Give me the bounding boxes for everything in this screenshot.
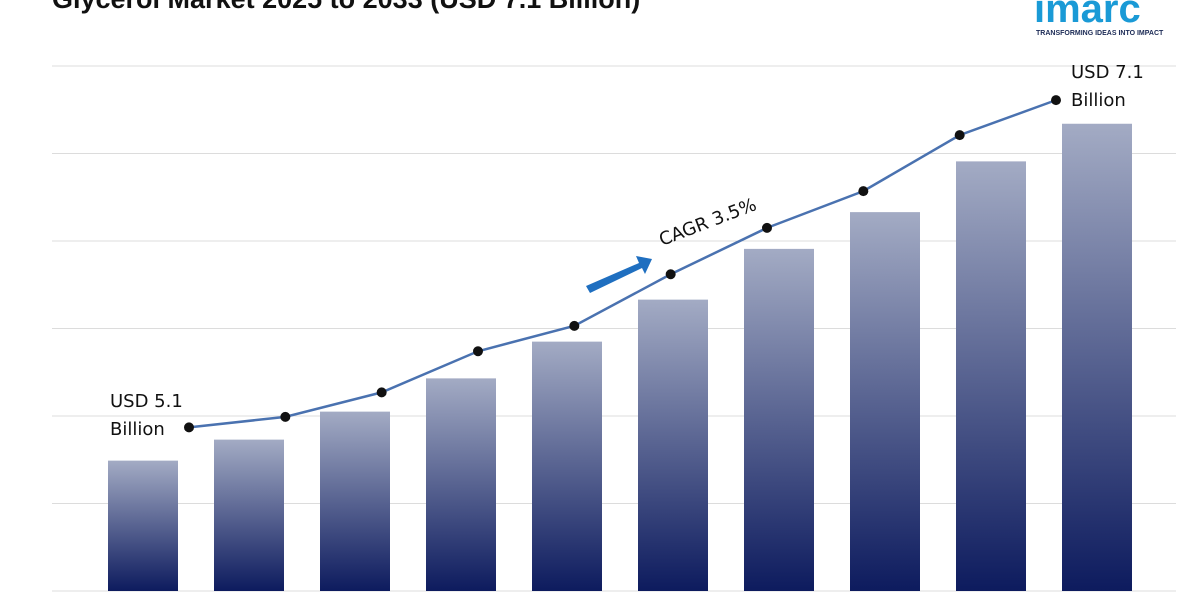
- bar: [638, 299, 708, 591]
- bar: [744, 248, 814, 591]
- bar: [214, 439, 284, 591]
- line-marker: [184, 422, 194, 433]
- line-marker: [762, 222, 772, 233]
- bar: [426, 378, 496, 591]
- line-marker: [473, 346, 483, 357]
- line-marker: [1051, 95, 1061, 106]
- tagline: TRANSFORMING IDEAS INTO IMPACT: [1036, 30, 1164, 37]
- annotation-line: Billion: [110, 419, 165, 440]
- bar: [532, 341, 602, 591]
- line-marker: [954, 130, 965, 141]
- bar: [956, 161, 1026, 591]
- line-marker: [665, 269, 676, 280]
- line-marker: [569, 320, 580, 331]
- annotation: CAGR 3.5%: [656, 194, 759, 250]
- bars: [108, 123, 1132, 591]
- trend-line: [188, 98, 1057, 429]
- trend-arrow: [586, 256, 652, 293]
- annotation: USD 5.1 Billion: [110, 391, 183, 440]
- annotation-line: USD 5.1: [110, 391, 183, 412]
- annotation-line: Billion: [1071, 90, 1126, 111]
- bar: [108, 460, 178, 591]
- bar: [1062, 123, 1132, 591]
- line-marker: [858, 186, 869, 197]
- annotation: USD 7.1 Billion: [1071, 62, 1144, 111]
- bar: [850, 212, 920, 591]
- bar: [320, 411, 390, 591]
- line-marker: [376, 387, 387, 398]
- annotation-line: USD 7.1: [1071, 62, 1144, 83]
- logo: imarc: [1034, 0, 1141, 31]
- chart-title: Glycerol Market 2025 to 2033 (USD 7.1 Bi…: [52, 0, 640, 14]
- annotation-line: CAGR 3.5%: [656, 194, 759, 250]
- line-marker: [280, 411, 291, 422]
